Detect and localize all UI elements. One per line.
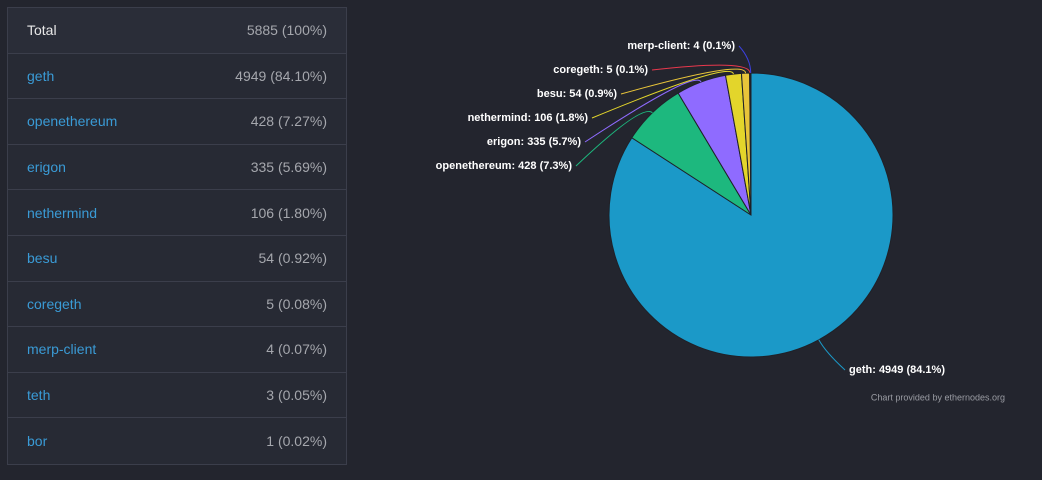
slice-label: geth: 4949 (84.1%) <box>849 364 945 376</box>
label-connector <box>739 46 751 73</box>
slice-label: openethereum: 428 (7.3%) <box>436 160 573 172</box>
slice-label: besu: 54 (0.9%) <box>537 88 617 100</box>
label-connector <box>819 340 845 370</box>
chart-credit: Chart provided by ethernodes.org <box>871 392 1005 402</box>
pie-slice <box>750 73 751 215</box>
slice-label: nethermind: 106 (1.8%) <box>468 112 589 124</box>
slice-label: merp-client: 4 (0.1%) <box>627 40 735 52</box>
slice-label: coregeth: 5 (0.1%) <box>553 64 648 76</box>
slice-label: erigon: 335 (5.7%) <box>487 136 581 148</box>
